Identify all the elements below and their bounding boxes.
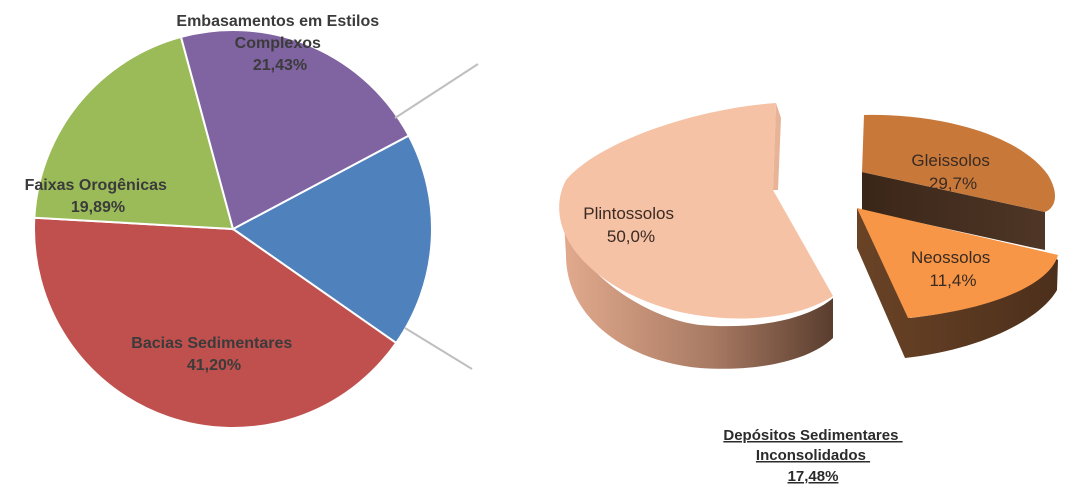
- label-gleissolos-name: Gleissolos: [911, 151, 989, 170]
- label-plintossolos-name: Plintossolos: [583, 204, 674, 223]
- label-embasamentos-value: 21,43%: [253, 57, 307, 74]
- caption-line1: Depósitos Sedimentares: [723, 427, 898, 444]
- label-faixas: Faixas Orogênicas 19,89%: [25, 177, 172, 216]
- label-bacias: Bacias Sedimentares 41,20%: [131, 335, 296, 374]
- slice-top-plintossolos: [559, 103, 833, 319]
- slice-cut-plintossolos: [773, 103, 781, 190]
- label-bacias-value: 41,20%: [187, 357, 241, 374]
- connector-line-top: [394, 63, 479, 119]
- label-plintossolos: Plintossolos 50,0%: [583, 204, 678, 246]
- pie-slice-embasamentos: [179, 29, 411, 231]
- pie-slice-faixas: [33, 35, 235, 231]
- pie-slice-bacias: [33, 216, 398, 429]
- slice-side-gleissolos: [862, 172, 1045, 250]
- label-neossolos: Neossolos 11,4%: [911, 248, 995, 290]
- caption-value: 17,48%: [788, 468, 839, 485]
- label-faixas-value: 19,89%: [71, 199, 125, 216]
- label-neossolos-value: 11,4%: [930, 271, 977, 290]
- label-embasamentos-line2: Complexos: [235, 35, 321, 52]
- main-pie-chart: [33, 29, 433, 429]
- slice-side-plintossolos: [562, 205, 833, 369]
- label-embasamentos: Embasamentos em Estilos Complexos 21,43%: [176, 13, 383, 74]
- label-bacias-line1: Bacias Sedimentares: [131, 335, 292, 352]
- exploded-chart-caption: Depósitos Sedimentares Inconsolidados 17…: [723, 427, 902, 485]
- exploded-3d-pie-chart: Plintossolos 50,0% Gleissolos 29,7% Neos…: [559, 103, 1058, 369]
- label-gleissolos: Gleissolos 29,7%: [911, 151, 994, 193]
- pie-slice-depositos: [231, 134, 433, 345]
- label-embasamentos-line1: Embasamentos em Estilos: [176, 13, 379, 30]
- slice-top-gleissolos: [862, 114, 1056, 212]
- caption-line2: Inconsolidados: [756, 447, 866, 464]
- label-gleissolos-value: 29,7%: [929, 174, 977, 193]
- label-plintossolos-value: 50,0%: [607, 227, 655, 246]
- slice-side-neossolos: [857, 208, 1058, 358]
- label-faixas-line1: Faixas Orogênicas: [25, 177, 167, 194]
- label-neossolos-name: Neossolos: [911, 248, 990, 267]
- connector-line-bottom: [404, 327, 473, 370]
- slice-top-neossolos: [857, 208, 1058, 318]
